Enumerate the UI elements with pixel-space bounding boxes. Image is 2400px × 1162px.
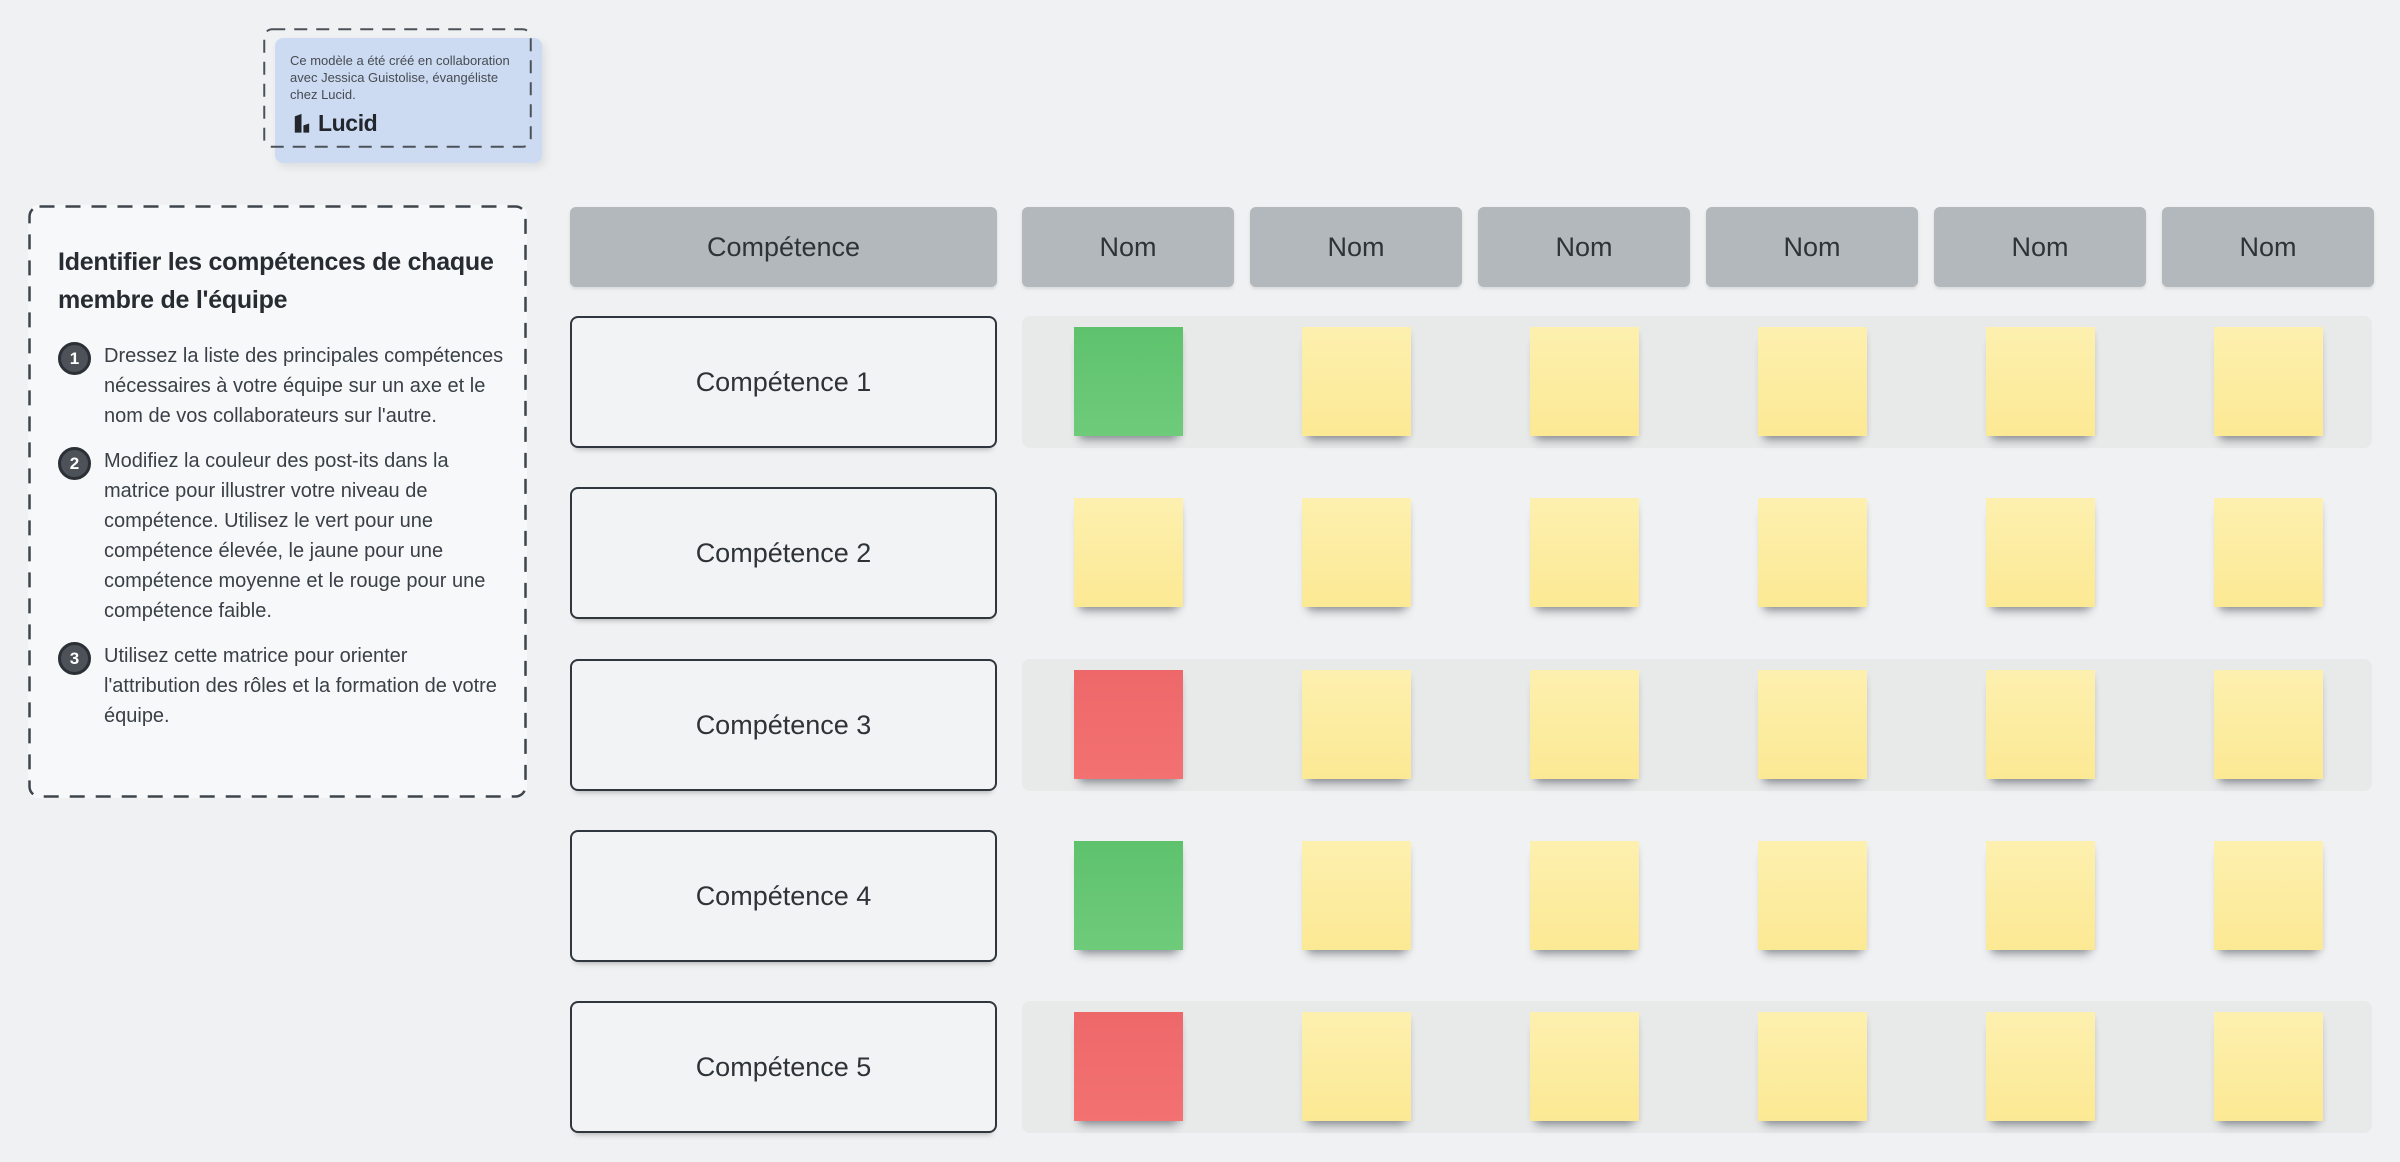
skill-row-label[interactable]: Compétence 3 [570, 659, 997, 791]
sticky-note-yellow[interactable] [1758, 841, 1867, 950]
sticky-note-yellow[interactable] [2214, 670, 2323, 779]
instructions-panel[interactable]: Identifier les compétences de chaque mem… [28, 205, 527, 798]
step-number-badge: 2 [58, 447, 91, 480]
instruction-step: 3 Utilisez cette matrice pour orienter l'… [58, 641, 509, 731]
skill-row-label-text: Compétence 3 [695, 709, 872, 740]
sticky-note-yellow[interactable] [1986, 327, 2095, 436]
sticky-note-yellow[interactable] [2214, 498, 2323, 607]
name-column-header[interactable]: Nom [1250, 207, 1462, 287]
lucid-logo-icon [294, 113, 310, 133]
sticky-note-green[interactable] [1074, 841, 1183, 950]
sticky-note-yellow[interactable] [1758, 498, 1867, 607]
sticky-note-yellow[interactable] [1530, 498, 1639, 607]
name-column-header[interactable]: Nom [1706, 207, 1918, 287]
sticky-note-yellow[interactable] [1302, 498, 1411, 607]
skill-row-label-text: Compétence 2 [695, 537, 872, 568]
row-band [1022, 316, 2372, 448]
sticky-note-green[interactable] [1074, 327, 1183, 436]
sticky-note-yellow[interactable] [1530, 327, 1639, 436]
sticky-note-yellow[interactable] [1074, 498, 1183, 607]
lucid-logo: Lucid [290, 110, 528, 137]
lucid-logo-wordmark: Lucid [318, 110, 378, 136]
name-column-header-label: Nom [1099, 231, 1157, 262]
skill-row-label[interactable]: Compétence 4 [570, 830, 997, 962]
instructions-steps: 1 Dressez la liste des principales compét… [58, 341, 509, 731]
skill-row-label-text: Compétence 1 [695, 366, 872, 397]
name-column-header[interactable]: Nom [1022, 207, 1234, 287]
sticky-note-yellow[interactable] [1986, 1012, 2095, 1121]
skill-row-label[interactable]: Compétence 1 [570, 316, 997, 448]
skill-row-label-text: Compétence 4 [695, 880, 872, 911]
sticky-note-yellow[interactable] [2214, 1012, 2323, 1121]
skill-column-header[interactable]: Compétence [570, 207, 997, 287]
sticky-note-yellow[interactable] [1758, 327, 1867, 436]
sticky-note-yellow[interactable] [2214, 841, 2323, 950]
attribution-text: Ce modèle a été créé en collaboration av… [290, 53, 510, 102]
name-column-header-label: Nom [1783, 231, 1841, 262]
name-column-header-label: Nom [1327, 231, 1385, 262]
sticky-note-yellow[interactable] [1530, 1012, 1639, 1121]
sticky-note-yellow[interactable] [1530, 841, 1639, 950]
step-text: Utilisez cette matrice pour orienter l'a… [104, 645, 497, 727]
skill-row-label[interactable]: Compétence 2 [570, 487, 997, 619]
sticky-note-red[interactable] [1074, 670, 1183, 779]
step-number-badge: 1 [58, 342, 91, 375]
instruction-step: 1 Dressez la liste des principales compét… [58, 341, 509, 431]
sticky-note-yellow[interactable] [1302, 841, 1411, 950]
step-text: Dressez la liste des principales compéte… [104, 345, 504, 427]
name-column-header[interactable]: Nom [1478, 207, 1690, 287]
row-band [1022, 659, 2372, 791]
sticky-note-yellow[interactable] [1302, 670, 1411, 779]
step-number-badge: 3 [58, 642, 91, 675]
sticky-note-yellow[interactable] [1758, 670, 1867, 779]
sticky-note-yellow[interactable] [1758, 1012, 1867, 1121]
name-column-header[interactable]: Nom [2162, 207, 2374, 287]
name-column-header-label: Nom [2011, 231, 2069, 262]
attribution-note-card[interactable]: Ce modèle a été créé en collaboration av… [275, 38, 542, 163]
sticky-note-yellow[interactable] [1302, 1012, 1411, 1121]
skill-column-header-label: Compétence [706, 231, 861, 262]
sticky-note-yellow[interactable] [1530, 670, 1639, 779]
name-column-header[interactable]: Nom [1934, 207, 2146, 287]
name-column-header-label: Nom [1555, 231, 1613, 262]
skill-row-label[interactable]: Compétence 5 [570, 1001, 997, 1133]
sticky-note-yellow[interactable] [1302, 327, 1411, 436]
instruction-step: 2 Modifiez la couleur des post-its dans l… [58, 446, 509, 626]
skill-row-label-text: Compétence 5 [695, 1051, 872, 1082]
sticky-note-yellow[interactable] [1986, 498, 2095, 607]
step-text: Modifiez la couleur des post-its dans la… [104, 450, 486, 622]
sticky-note-yellow[interactable] [2214, 327, 2323, 436]
row-band [1022, 1001, 2372, 1133]
sticky-note-yellow[interactable] [1986, 841, 2095, 950]
instructions-title: Identifier les compétences de chaque mem… [58, 248, 494, 314]
name-column-header-label: Nom [2239, 231, 2297, 262]
sticky-note-red[interactable] [1074, 1012, 1183, 1121]
sticky-note-yellow[interactable] [1986, 670, 2095, 779]
